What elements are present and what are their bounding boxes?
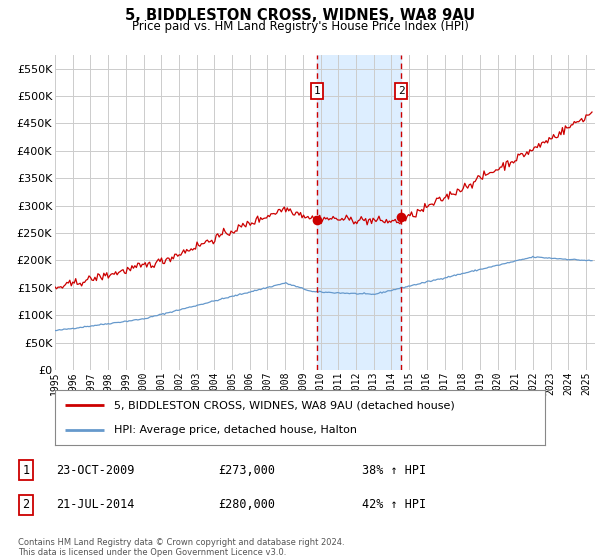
- Text: 23-OCT-2009: 23-OCT-2009: [56, 464, 134, 477]
- Text: 1: 1: [22, 464, 29, 477]
- Text: 5, BIDDLESTON CROSS, WIDNES, WA8 9AU (detached house): 5, BIDDLESTON CROSS, WIDNES, WA8 9AU (de…: [114, 400, 455, 410]
- Text: 1: 1: [314, 86, 320, 96]
- Text: 21-JUL-2014: 21-JUL-2014: [56, 498, 134, 511]
- Text: 42% ↑ HPI: 42% ↑ HPI: [362, 498, 426, 511]
- Text: 2: 2: [398, 86, 404, 96]
- Text: 2: 2: [22, 498, 29, 511]
- Text: Price paid vs. HM Land Registry's House Price Index (HPI): Price paid vs. HM Land Registry's House …: [131, 20, 469, 33]
- Text: £280,000: £280,000: [218, 498, 275, 511]
- Text: HPI: Average price, detached house, Halton: HPI: Average price, detached house, Halt…: [114, 425, 357, 435]
- Text: £273,000: £273,000: [218, 464, 275, 477]
- Text: 38% ↑ HPI: 38% ↑ HPI: [362, 464, 426, 477]
- Text: Contains HM Land Registry data © Crown copyright and database right 2024.
This d: Contains HM Land Registry data © Crown c…: [18, 538, 344, 557]
- Text: 5, BIDDLESTON CROSS, WIDNES, WA8 9AU: 5, BIDDLESTON CROSS, WIDNES, WA8 9AU: [125, 8, 475, 24]
- Bar: [317, 55, 401, 370]
